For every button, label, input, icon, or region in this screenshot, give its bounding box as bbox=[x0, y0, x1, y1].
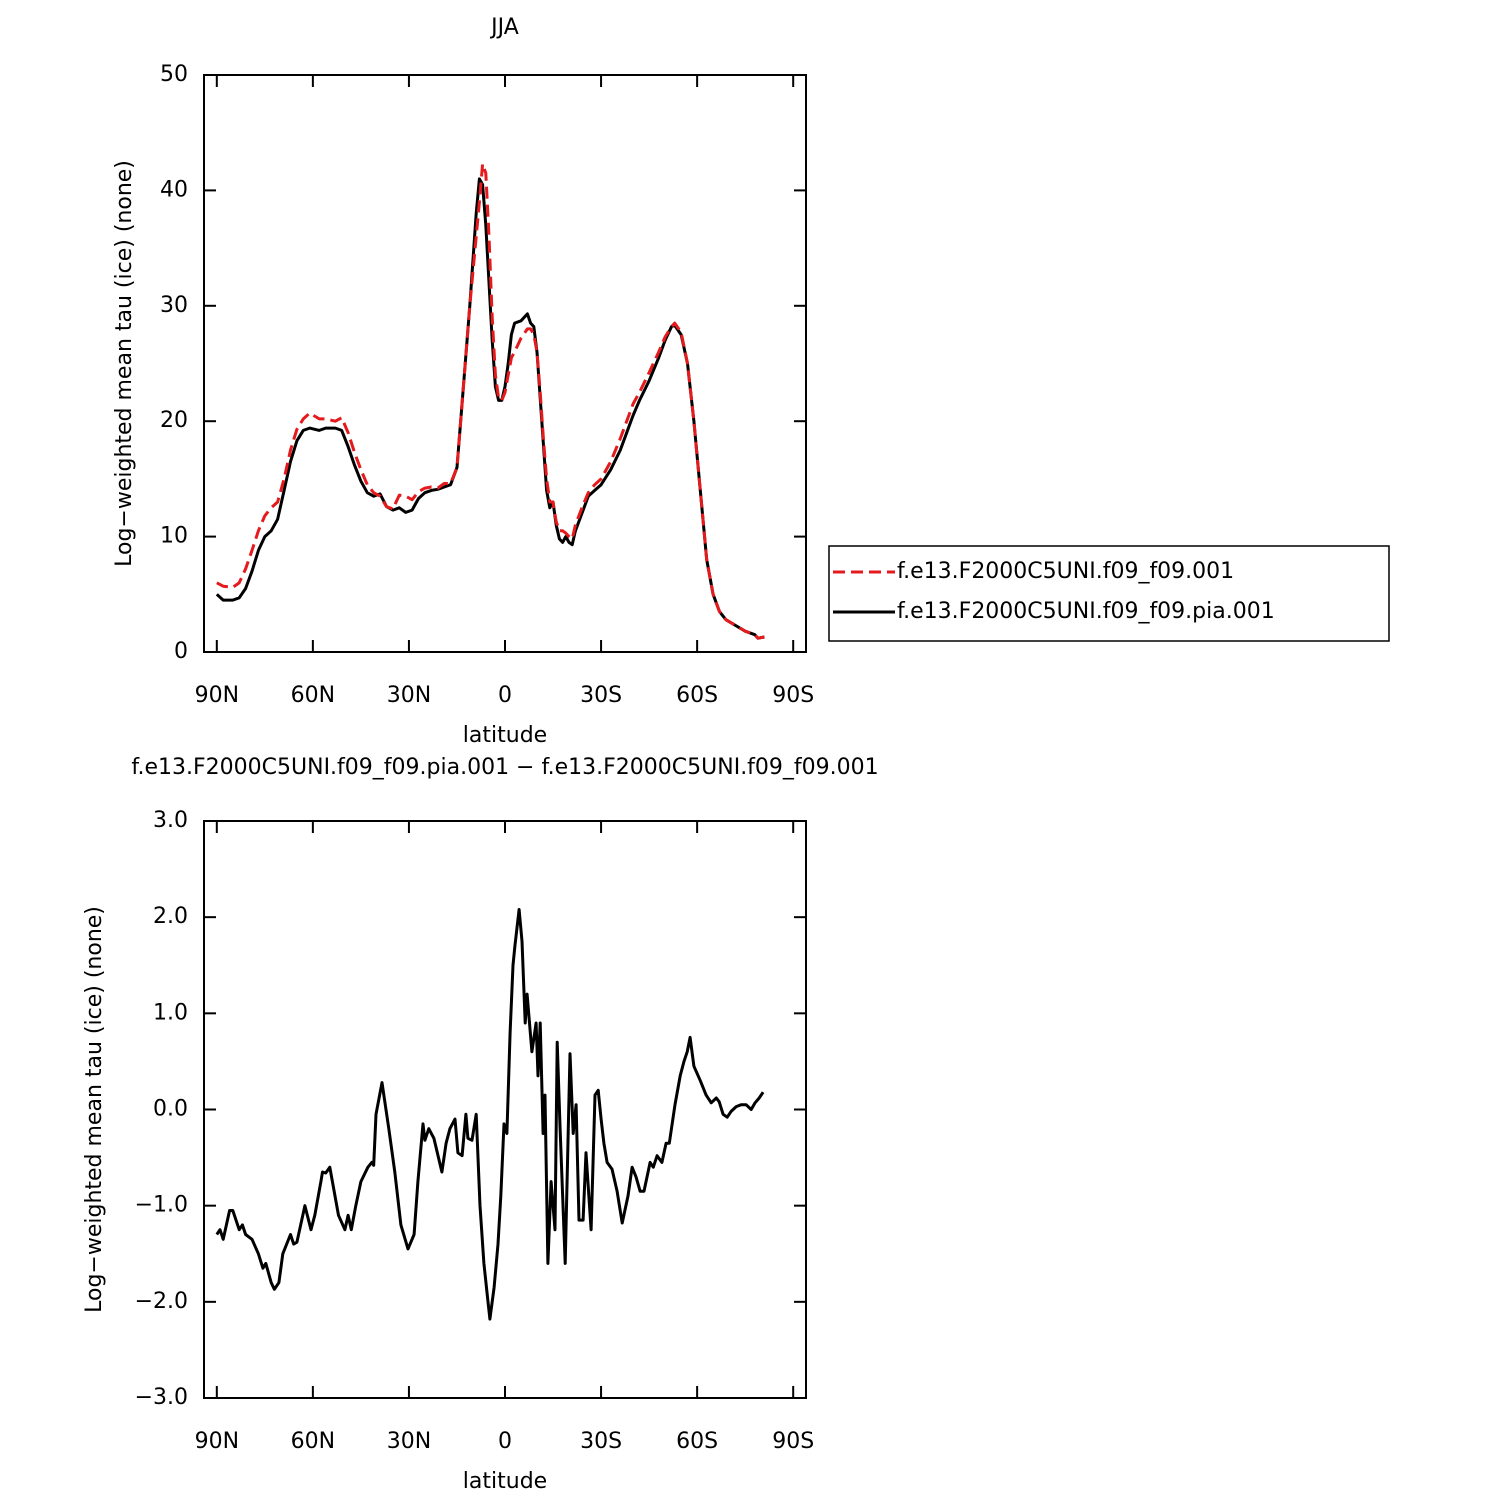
y-tick-label: 1.0 bbox=[153, 1000, 188, 1025]
y-tick-label: 30 bbox=[160, 293, 188, 318]
y-tick-label: 0.0 bbox=[153, 1097, 188, 1122]
y-tick-label: −3.0 bbox=[135, 1385, 188, 1410]
x-axis-label: latitude bbox=[463, 723, 547, 748]
x-tick-label: 0 bbox=[498, 1429, 512, 1454]
plot-frame bbox=[203, 820, 807, 1399]
y-tick-label: 40 bbox=[160, 177, 188, 202]
y-tick-label: 20 bbox=[160, 408, 188, 433]
y-tick-label: 2.0 bbox=[153, 904, 188, 929]
x-tick-label: 60S bbox=[676, 683, 718, 708]
y-tick-label: 3.0 bbox=[153, 808, 188, 833]
x-tick-label: 90N bbox=[195, 1429, 239, 1454]
data-line bbox=[215, 908, 765, 1321]
x-tick-label: 90N bbox=[195, 683, 239, 708]
legend-label: f.e13.F2000C5UNI.f09_f09.pia.001 bbox=[897, 599, 1275, 624]
x-tick-label: 30S bbox=[580, 1429, 622, 1454]
plot-frame bbox=[203, 74, 807, 653]
x-tick-label: 60N bbox=[291, 683, 335, 708]
data-line bbox=[216, 162, 765, 640]
x-tick-label: 30N bbox=[387, 683, 431, 708]
chart-title: JJA bbox=[489, 15, 519, 40]
chart-title: f.e13.F2000C5UNI.f09_f09.pia.001 − f.e13… bbox=[131, 755, 878, 780]
x-axis-label: latitude bbox=[463, 1469, 547, 1494]
x-tick-label: 30S bbox=[580, 683, 622, 708]
y-axis-label: Log−weighted mean tau (ice) (none) bbox=[112, 160, 137, 567]
x-tick-label: 90S bbox=[772, 683, 814, 708]
y-tick-label: −1.0 bbox=[135, 1193, 188, 1218]
x-tick-label: 30N bbox=[387, 1429, 431, 1454]
legend-label: f.e13.F2000C5UNI.f09_f09.001 bbox=[897, 559, 1234, 584]
y-tick-label: 0 bbox=[174, 639, 188, 664]
y-tick-label: −2.0 bbox=[135, 1289, 188, 1314]
y-tick-label: 50 bbox=[160, 62, 188, 87]
legend-box bbox=[828, 545, 1390, 642]
y-axis-label: Log−weighted mean tau (ice) (none) bbox=[82, 906, 107, 1313]
x-tick-label: 90S bbox=[772, 1429, 814, 1454]
y-tick-label: 10 bbox=[160, 524, 188, 549]
x-tick-label: 0 bbox=[498, 683, 512, 708]
x-tick-label: 60S bbox=[676, 1429, 718, 1454]
x-tick-label: 60N bbox=[291, 1429, 335, 1454]
